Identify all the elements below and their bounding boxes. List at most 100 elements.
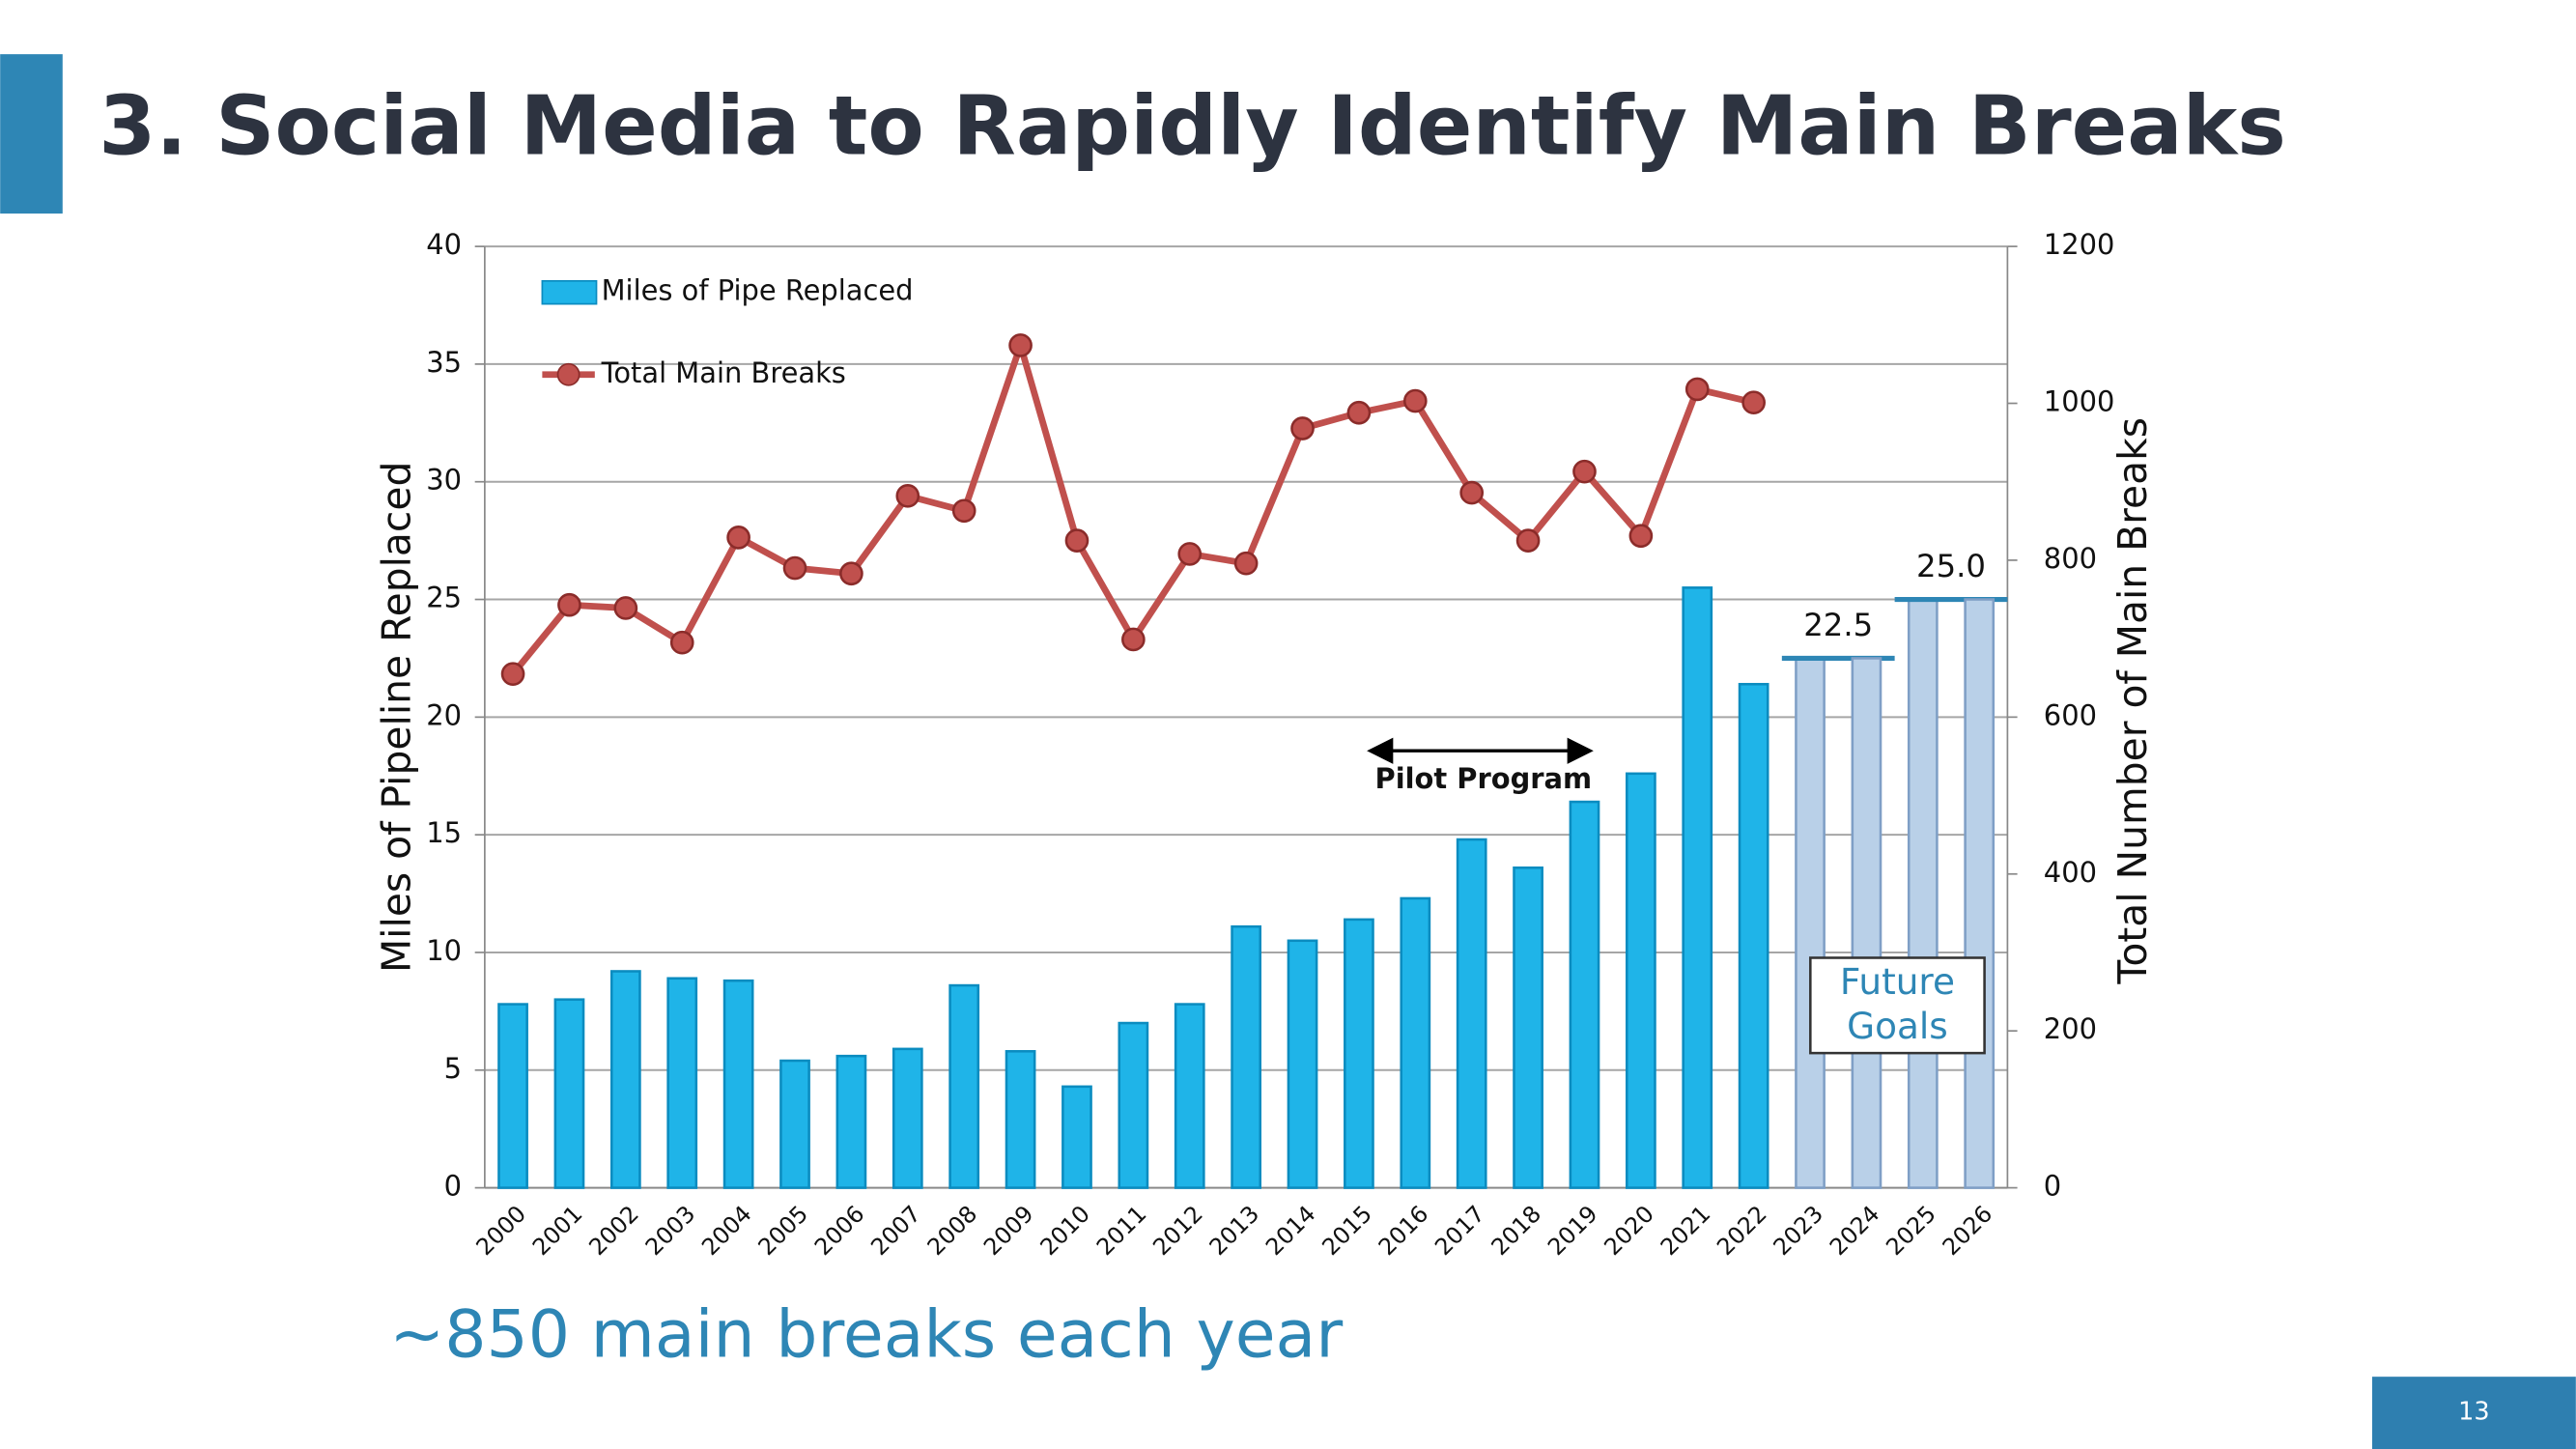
bar: [892, 1047, 923, 1189]
line-marker: [1572, 459, 1597, 484]
y2-tick-label: 400: [2044, 856, 2097, 889]
x-tick-label: 2015: [1316, 1200, 1377, 1261]
x-tick-label: 2000: [470, 1200, 531, 1261]
line-marker: [1064, 528, 1090, 553]
line-marker: [1459, 480, 1485, 505]
bar: [1513, 866, 1543, 1189]
line-marker: [1121, 627, 1146, 652]
future-box: [1809, 956, 1986, 1055]
page-number: 13: [2458, 1398, 2489, 1427]
y2-tick-label: 800: [2044, 542, 2097, 575]
bar: [1682, 586, 1713, 1189]
value-label: 22.5: [1803, 607, 1873, 643]
bar: [779, 1059, 810, 1189]
x-tick-label: 2013: [1204, 1200, 1265, 1261]
x-tick-label: 2023: [1768, 1200, 1828, 1261]
y2-tick-label: 1000: [2044, 385, 2115, 418]
y-axis-title: Miles of Pipeline Replaced: [373, 462, 419, 973]
bar: [1907, 598, 1939, 1189]
x-tick-label: 2002: [583, 1200, 644, 1261]
accent-bar: [0, 54, 63, 214]
y-tick-label: 35: [426, 346, 462, 379]
bar: [835, 1054, 867, 1189]
line-marker: [895, 484, 920, 508]
bar: [1738, 682, 1769, 1189]
x-tick-label: 2008: [922, 1200, 983, 1261]
line-marker: [500, 662, 525, 687]
pilot-label: Pilot Program: [1375, 762, 1593, 795]
bar: [1851, 657, 1882, 1189]
y2-tick-label: 1200: [2044, 228, 2115, 261]
line-marker: [1741, 390, 1766, 415]
line-marker: [951, 498, 977, 524]
bar: [1569, 800, 1600, 1189]
bar: [722, 979, 754, 1189]
page-number-box: [2371, 1377, 2576, 1449]
y2-tick-label: 0: [2044, 1170, 2061, 1203]
x-tick-label: 2009: [978, 1200, 1039, 1261]
subtitle: ~850 main breaks each year: [389, 1297, 1343, 1374]
bar: [1625, 772, 1656, 1189]
bar: [1400, 896, 1431, 1189]
line-marker: [1402, 388, 1428, 413]
future-label: Goals: [1847, 1005, 1948, 1047]
x-tick-label: 2006: [809, 1200, 870, 1261]
legend-label: Total Main Breaks: [601, 356, 846, 389]
bar: [1231, 924, 1262, 1189]
line-marker: [1628, 524, 1654, 549]
x-tick-label: 2007: [865, 1200, 926, 1261]
x-tick-label: 2018: [1486, 1200, 1547, 1261]
x-tick-label: 2014: [1260, 1200, 1321, 1261]
y-tick-label: 10: [426, 934, 462, 967]
bar: [1287, 939, 1318, 1189]
legend-swatch: [556, 362, 580, 386]
x-tick-label: 2021: [1656, 1200, 1716, 1261]
line-marker: [1008, 333, 1033, 357]
y-tick-label: 25: [426, 582, 462, 614]
line-marker: [613, 596, 638, 620]
x-tick-label: 2024: [1825, 1200, 1885, 1261]
line-marker: [1346, 400, 1372, 425]
x-tick-label: 2010: [1034, 1200, 1095, 1261]
x-tick-label: 2019: [1543, 1200, 1603, 1261]
x-tick-label: 2003: [640, 1200, 701, 1261]
bar: [1062, 1085, 1092, 1189]
y2-axis-title: Total Number of Main Breaks: [2109, 417, 2156, 985]
bar: [609, 970, 641, 1189]
legend-label: Miles of Pipe Replaced: [602, 274, 914, 307]
line-marker: [557, 592, 581, 617]
line-marker: [1684, 377, 1710, 402]
x-tick-label: 2020: [1599, 1200, 1659, 1261]
bar: [1795, 657, 1826, 1189]
line-marker: [1515, 528, 1541, 553]
x-tick-label: 2001: [527, 1200, 588, 1261]
line-marker: [726, 526, 750, 550]
bar: [1174, 1003, 1205, 1189]
legend-swatch: [541, 279, 598, 305]
y-tick-label: 40: [426, 228, 462, 261]
y-tick-label: 30: [426, 464, 462, 497]
line: [510, 334, 1755, 676]
bar: [497, 1003, 528, 1189]
y-tick-label: 5: [444, 1052, 462, 1085]
bar: [666, 977, 698, 1189]
bar: [553, 998, 585, 1189]
bar: [948, 983, 980, 1189]
x-tick-label: 2004: [696, 1200, 757, 1261]
slide-title: 3. Social Media to Rapidly Identify Main…: [99, 78, 2286, 174]
y-tick-label: 0: [444, 1170, 462, 1203]
x-tick-label: 2012: [1147, 1200, 1208, 1261]
x-tick-label: 2025: [1881, 1200, 1941, 1261]
future-label: Future: [1840, 960, 1955, 1003]
value-label: 25.0: [1916, 548, 1986, 584]
y2-tick-label: 200: [2044, 1012, 2097, 1045]
line-marker: [782, 555, 807, 581]
x-tick-label: 2016: [1373, 1200, 1434, 1261]
bar: [1005, 1050, 1036, 1189]
y2-tick-label: 600: [2044, 698, 2097, 731]
bar: [1456, 838, 1487, 1189]
chart: 0510152025303540020040060080010001200Mil…: [373, 228, 2156, 1261]
bar: [1344, 918, 1374, 1189]
line-marker: [669, 630, 694, 655]
